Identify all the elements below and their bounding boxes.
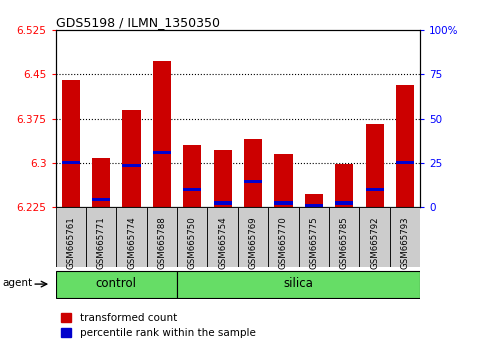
Bar: [396, 85, 414, 207]
Bar: [213, 150, 232, 207]
Text: agent: agent: [3, 278, 33, 287]
Bar: [177, 270, 420, 298]
Text: GSM665793: GSM665793: [400, 216, 410, 269]
Bar: [122, 164, 141, 167]
Text: GSM665775: GSM665775: [309, 216, 318, 269]
Text: silica: silica: [284, 277, 313, 290]
Bar: [86, 207, 116, 267]
Bar: [147, 207, 177, 267]
Bar: [366, 188, 384, 191]
Bar: [359, 207, 390, 267]
Bar: [298, 207, 329, 267]
Bar: [62, 80, 80, 207]
Bar: [305, 204, 323, 207]
Bar: [153, 61, 171, 207]
Text: GSM665750: GSM665750: [188, 216, 197, 269]
Text: GSM665792: GSM665792: [370, 216, 379, 269]
Bar: [274, 154, 293, 207]
Bar: [390, 207, 420, 267]
Bar: [116, 207, 147, 267]
Bar: [183, 145, 201, 207]
Text: GSM665788: GSM665788: [157, 216, 167, 269]
Bar: [238, 207, 268, 267]
Bar: [122, 110, 141, 207]
Text: GSM665785: GSM665785: [340, 216, 349, 269]
Bar: [244, 139, 262, 207]
Bar: [92, 198, 110, 201]
Bar: [213, 201, 232, 205]
Bar: [56, 270, 177, 298]
Text: GSM665754: GSM665754: [218, 216, 227, 269]
Bar: [396, 161, 414, 164]
Bar: [329, 207, 359, 267]
Bar: [244, 180, 262, 183]
Bar: [335, 164, 354, 207]
Text: GSM665761: GSM665761: [66, 216, 75, 269]
Bar: [208, 207, 238, 267]
Bar: [92, 158, 110, 207]
Text: control: control: [96, 277, 137, 290]
Bar: [335, 201, 354, 205]
Bar: [305, 194, 323, 207]
Legend: transformed count, percentile rank within the sample: transformed count, percentile rank withi…: [61, 313, 256, 338]
Text: GSM665770: GSM665770: [279, 216, 288, 269]
Text: GSM665769: GSM665769: [249, 216, 257, 269]
Bar: [177, 207, 208, 267]
Bar: [268, 207, 298, 267]
Text: GSM665774: GSM665774: [127, 216, 136, 269]
Bar: [56, 207, 86, 267]
Text: GDS5198 / ILMN_1350350: GDS5198 / ILMN_1350350: [56, 16, 220, 29]
Bar: [366, 125, 384, 207]
Bar: [183, 188, 201, 191]
Bar: [153, 151, 171, 154]
Bar: [274, 201, 293, 205]
Bar: [62, 161, 80, 164]
Text: GSM665771: GSM665771: [97, 216, 106, 269]
